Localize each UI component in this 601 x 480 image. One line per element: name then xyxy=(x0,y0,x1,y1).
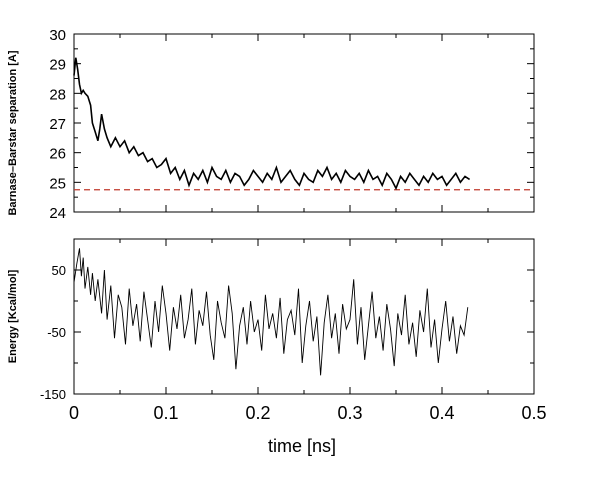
y-tick-label: -50 xyxy=(47,325,66,340)
energy-plot-frame xyxy=(73,238,535,395)
y-tick-label: 50 xyxy=(52,263,66,278)
x-axis-label: time [ns] xyxy=(268,436,336,456)
x-tick-label: 0 xyxy=(69,403,79,423)
energy-y-axis-label: Energy [Kcal/mol] xyxy=(7,269,19,363)
y-tick-label: -150 xyxy=(40,387,66,402)
energy-x-axis: 0 0.1 0.2 0.3 0.4 0.5 xyxy=(69,239,547,423)
separation-series-line xyxy=(73,57,471,191)
separation-y-axis: 24 25 26 27 28 29 30 xyxy=(49,27,534,222)
energy-panel: -150 -50 50 0 0.1 0.2 0.3 0.4 0.5 Energy [Kcal/… xyxy=(7,238,547,456)
energy-y-axis: -150 -50 50 xyxy=(40,263,534,402)
y-tick-label: 26 xyxy=(49,146,66,163)
separation-x-ticks xyxy=(73,34,535,212)
separation-y-axis-label: Barnase–Barstar separation [A] xyxy=(7,50,19,215)
y-tick-label: 24 xyxy=(49,205,66,222)
separation-plot-frame xyxy=(73,33,535,213)
y-tick-label: 28 xyxy=(49,86,66,103)
y-tick-label: 25 xyxy=(49,175,66,192)
y-tick-label: 30 xyxy=(49,27,66,44)
x-tick-label: 0.5 xyxy=(521,403,546,423)
energy-series-line xyxy=(73,248,469,376)
separation-panel: 24 25 26 27 28 29 30 Barnase–Barstar separatio… xyxy=(7,27,535,222)
x-tick-label: 0.4 xyxy=(429,403,454,423)
y-tick-label: 27 xyxy=(49,116,66,133)
y-tick-label: 29 xyxy=(49,57,66,74)
x-tick-label: 0.2 xyxy=(245,403,270,423)
x-tick-label: 0.3 xyxy=(337,403,362,423)
x-tick-label: 0.1 xyxy=(153,403,178,423)
